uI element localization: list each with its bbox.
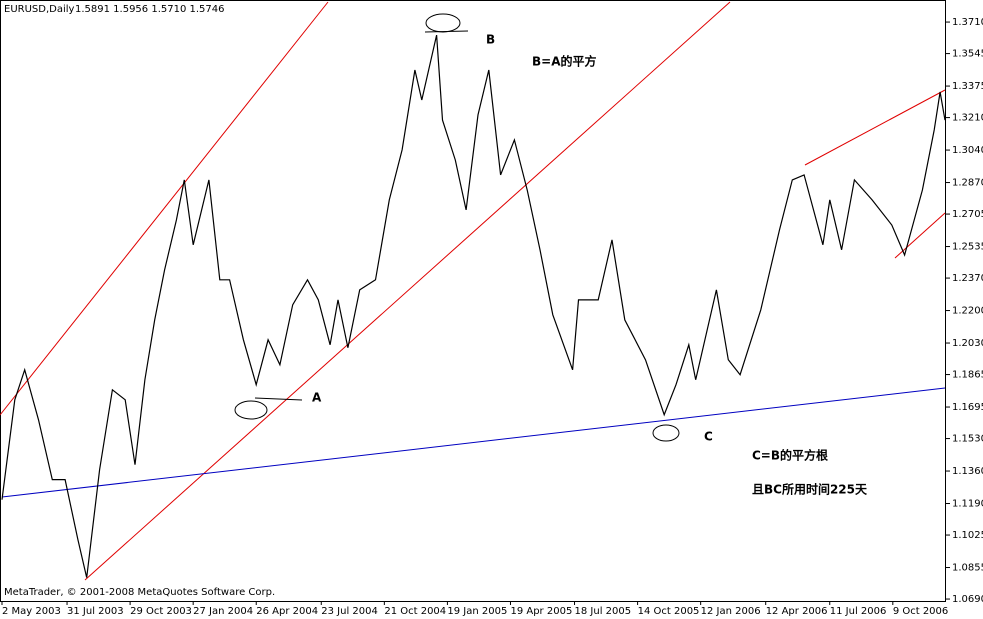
y-tick-label: 1.1025 <box>952 530 983 541</box>
y-tick-label: 1.0690 <box>952 594 983 605</box>
x-tick-label: 21 Oct 2004 <box>384 606 446 617</box>
red-trend-line <box>0 1 329 416</box>
y-tick-label: 1.2870 <box>952 178 983 189</box>
y-tick-label: 1.2200 <box>952 306 983 317</box>
y-tick-label: 1.3210 <box>952 113 983 124</box>
y-tick-label: 1.2030 <box>952 338 983 349</box>
y-tick-label: 1.2370 <box>952 273 983 284</box>
trend-lines <box>0 1 946 581</box>
x-tick-label: 19 Jan 2005 <box>447 606 507 617</box>
x-tick-label: 12 Jan 2006 <box>701 606 761 617</box>
annotation: B <box>486 33 495 47</box>
y-tick-label: 1.3375 <box>952 81 983 92</box>
pointer-b <box>424 30 469 33</box>
x-tick-label: 29 Oct 2003 <box>130 606 192 617</box>
x-tick-label: 18 Jul 2005 <box>575 606 632 617</box>
x-tick-label: 2 May 2003 <box>2 606 61 617</box>
annotation: A <box>312 391 322 405</box>
y-tick-label: 1.2705 <box>952 209 983 220</box>
y-tick-label: 1.2535 <box>952 242 983 253</box>
annotation: B=A的平方 <box>532 54 597 69</box>
x-tick-label: 27 Jan 2004 <box>193 606 253 617</box>
red-trend-line <box>84 1 731 581</box>
annotation: 且BC所用时间225天 <box>752 482 868 497</box>
y-tick-label: 1.0855 <box>952 563 983 574</box>
y-tick-label: 1.3710 <box>952 17 983 28</box>
y-tick-label: 1.1865 <box>952 370 983 381</box>
x-tick-label: 12 Apr 2006 <box>766 606 828 617</box>
y-tick-label: 1.3545 <box>952 49 983 60</box>
ohlc-values: 1.5891 1.5956 1.5710 1.5746 <box>75 4 225 15</box>
y-tick-label: 1.1190 <box>952 499 983 510</box>
red-trend-line <box>804 89 946 166</box>
chart-title: EURUSD,Daily <box>4 4 75 15</box>
annotation: C=B的平方根 <box>752 448 828 463</box>
x-tick-label: 14 Oct 2005 <box>638 606 700 617</box>
price-line <box>1 34 946 578</box>
x-tick-label: 9 Oct 2006 <box>893 606 948 617</box>
y-tick-label: 1.1695 <box>952 402 983 413</box>
x-tick-label: 11 Jul 2006 <box>830 606 887 617</box>
y-tick-label: 1.3040 <box>952 145 983 156</box>
blue-trend-line <box>1 387 946 498</box>
y-tick-label: 1.1360 <box>952 466 983 477</box>
circle-c <box>652 424 680 442</box>
pointer-a <box>254 397 303 401</box>
annotation: C <box>704 430 713 444</box>
footer: MetaTrader, © 2001-2008 MetaQuotes Softw… <box>4 587 275 598</box>
x-tick-label: 19 Apr 2005 <box>510 606 572 617</box>
plot-frame <box>0 0 946 602</box>
x-tick-label: 26 Apr 2004 <box>256 606 318 617</box>
y-tick-label: 1.1530 <box>952 434 983 445</box>
red-trend-line <box>894 212 946 259</box>
x-tick-label: 31 Jul 2003 <box>67 606 124 617</box>
circle-a <box>234 400 268 420</box>
x-tick-label: 23 Jul 2004 <box>321 606 378 617</box>
